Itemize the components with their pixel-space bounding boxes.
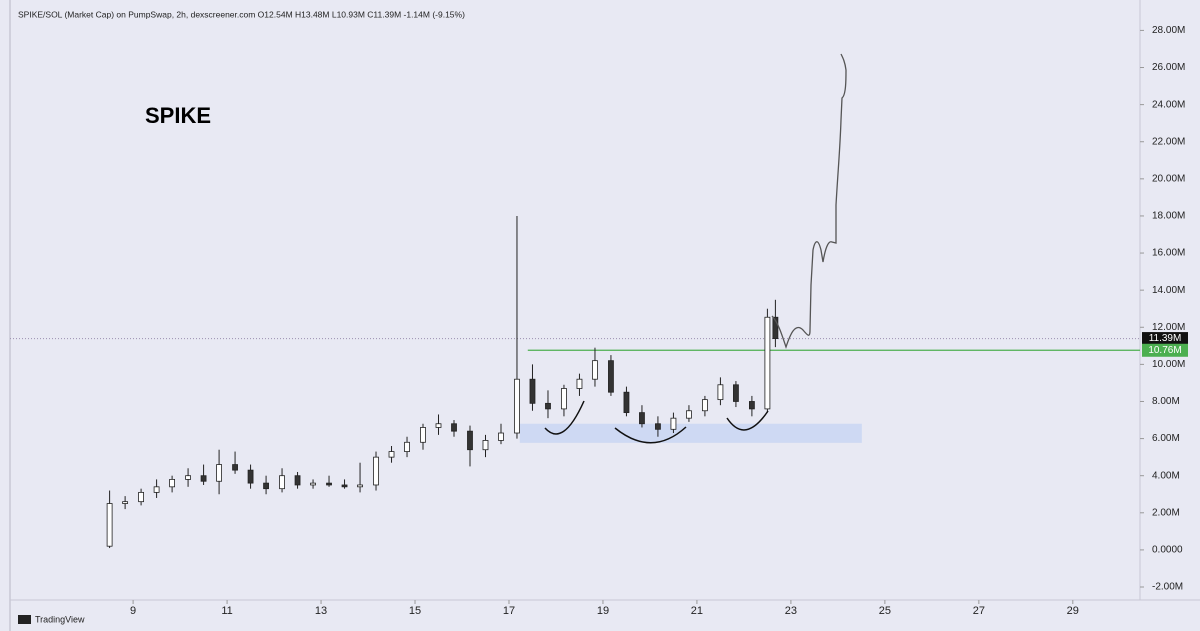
candle-body	[764, 316, 771, 410]
candle-body	[717, 384, 724, 401]
candle-body	[388, 451, 395, 458]
candle-body	[310, 482, 316, 486]
y-tick-label: 20.00M	[1152, 173, 1185, 184]
candle-body	[686, 410, 692, 419]
price-tag-label: 10.76M	[1148, 345, 1181, 356]
candle-body	[772, 316, 779, 339]
price-tag	[1142, 332, 1188, 346]
y-tick-label: 24.00M	[1152, 99, 1185, 110]
x-tick-label: 29	[1067, 605, 1079, 617]
x-tick-label: 21	[691, 605, 703, 617]
y-tick-label: 4.00M	[1152, 470, 1180, 481]
candle-body	[529, 378, 536, 404]
x-tick-label: 19	[597, 605, 609, 617]
x-tick-label: 25	[879, 605, 891, 617]
x-tick-label: 27	[973, 605, 985, 617]
y-tick-label: 16.00M	[1152, 248, 1185, 259]
candle-body	[420, 427, 426, 443]
candle-body	[467, 430, 473, 451]
x-tick-label: 11	[221, 605, 232, 617]
y-tick-label: -2.00M	[1152, 582, 1183, 593]
y-tick-label: 18.00M	[1152, 211, 1185, 222]
header: SPIKE/SOL (Market Cap) on PumpSwap, 2h, …	[18, 9, 465, 19]
x-tick-label: 9	[130, 605, 136, 617]
candle-body	[373, 456, 379, 486]
y-tick-label: 28.00M	[1152, 25, 1185, 36]
projection-drawing	[771, 53, 847, 350]
candle-body	[357, 484, 363, 488]
candle-body	[216, 464, 222, 482]
chart-title: SPIKE	[145, 103, 211, 128]
candle-body	[451, 423, 457, 432]
candle-body	[514, 378, 520, 434]
arc-drawing	[614, 426, 687, 444]
candle-body	[326, 482, 332, 486]
candle-body	[608, 360, 614, 393]
candle-body	[749, 401, 755, 410]
candle-body	[232, 464, 238, 471]
y-tick-label: 12.00M	[1152, 322, 1185, 333]
y-tick-label: 0.0000	[1152, 545, 1183, 556]
drawings	[544, 53, 847, 444]
x-tick-label: 13	[315, 605, 327, 617]
candle-body	[122, 501, 129, 504]
arc-drawing	[726, 410, 769, 431]
zone	[519, 423, 862, 443]
candle-body	[655, 423, 661, 430]
candle-body	[733, 384, 739, 402]
candle-body	[545, 402, 551, 410]
candle-body	[106, 503, 113, 547]
price-tag	[1142, 343, 1188, 357]
y-tick-label: 8.00M	[1152, 396, 1180, 407]
candle-body	[498, 432, 504, 441]
candle-body	[639, 412, 645, 425]
watermark: TradingView	[35, 614, 85, 624]
candle-body	[200, 475, 207, 482]
y-tick-label: 2.00M	[1152, 507, 1180, 518]
x-tick-label: 15	[409, 605, 421, 617]
y-tick-label: 14.00M	[1152, 285, 1185, 296]
candle-body	[185, 475, 191, 480]
candle-body	[153, 486, 160, 493]
candle-body	[592, 360, 598, 380]
candle-body	[435, 423, 442, 428]
candle-body	[482, 440, 489, 451]
y-tick-label: 10.00M	[1152, 359, 1185, 370]
y-tick-label: 22.00M	[1152, 136, 1185, 147]
logo	[18, 615, 31, 624]
x-tick-label: 23	[785, 605, 797, 617]
underlay	[10, 338, 1140, 443]
candle-body	[623, 391, 630, 414]
candle-body	[294, 475, 301, 486]
price-tag-label: 11.39M	[1149, 333, 1182, 344]
candle-body	[138, 491, 144, 503]
x-tick-label: 17	[503, 605, 515, 617]
candle-body	[341, 484, 348, 488]
arc-drawing	[544, 400, 585, 435]
candle-body	[279, 475, 285, 490]
candle-body	[670, 417, 677, 430]
y-tick-label: 26.00M	[1152, 62, 1185, 73]
y-tick-label: 6.00M	[1152, 433, 1180, 444]
candle-body	[702, 399, 708, 412]
candle-body	[404, 441, 410, 452]
candle-body	[247, 469, 254, 484]
candle-body	[561, 388, 567, 410]
overlay: -2.00M 0.0000 2.00M 4.00M 6.00M 8.00M 10.00M 12…	[130, 25, 1188, 617]
candles	[106, 215, 779, 549]
candle-body	[169, 479, 175, 488]
candle-body	[263, 482, 269, 490]
candle-body	[576, 378, 583, 389]
